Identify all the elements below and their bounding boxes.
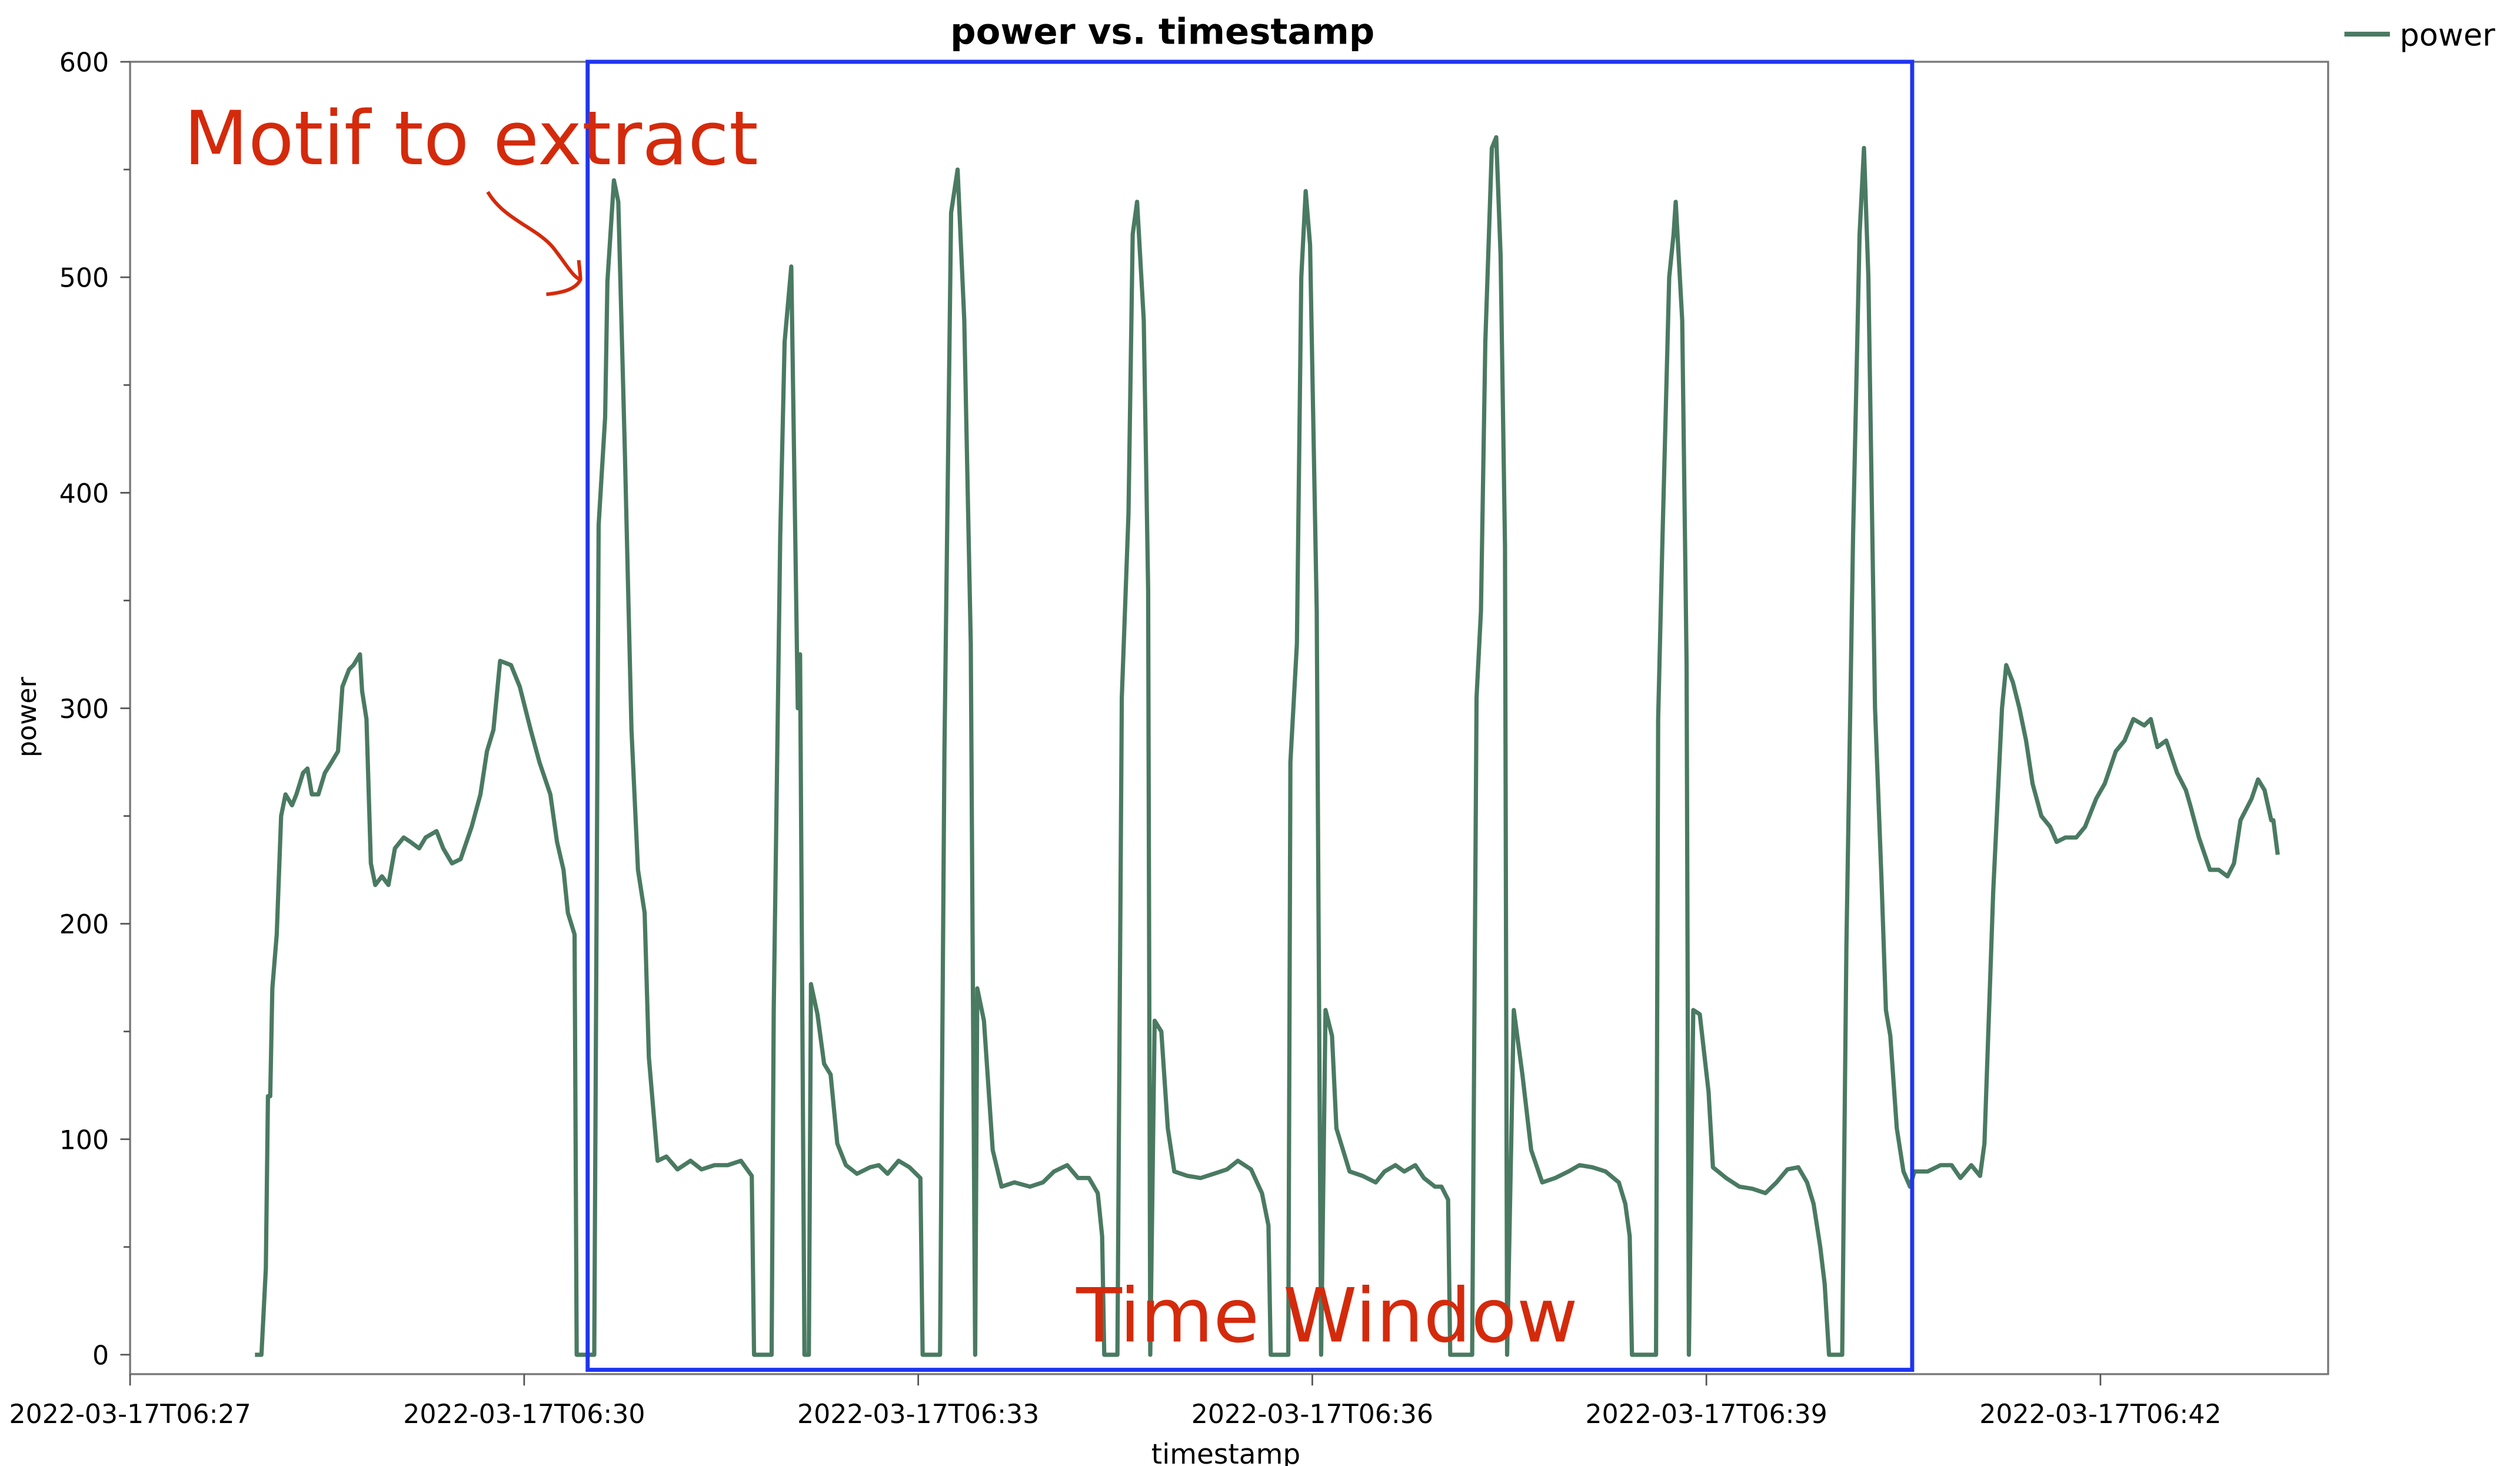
x-tick-label: 2022-03-17T06:36 <box>1191 1399 1433 1430</box>
legend-label-power: power <box>2399 17 2495 53</box>
y-tick-label: 400 <box>59 479 109 509</box>
annotation-time-window: Time Window <box>1076 1272 1578 1359</box>
chart-title: power vs. timestamp <box>950 12 1374 53</box>
y-tick-label: 0 <box>92 1341 109 1371</box>
plot-area-frame <box>129 61 2329 1375</box>
annotation-arrow <box>486 191 582 297</box>
y-tick-label: 500 <box>59 264 109 294</box>
x-tick-label: 2022-03-17T06:27 <box>9 1399 251 1430</box>
x-tick-label: 2022-03-17T06:30 <box>403 1399 645 1430</box>
x-axis-label: timestamp <box>1151 1438 1300 1466</box>
annotation-motif-to-extract: Motif to extract <box>184 95 758 182</box>
x-tick-label: 2022-03-17T06:33 <box>797 1399 1039 1430</box>
x-tick-label: 2022-03-17T06:39 <box>1586 1399 1827 1430</box>
time-window-box <box>585 59 1915 1372</box>
legend: power <box>2344 17 2495 53</box>
y-tick-label: 200 <box>59 910 109 940</box>
series-line-power <box>255 135 2280 1357</box>
y-tick-label: 100 <box>59 1125 109 1155</box>
x-tick-label: 2022-03-17T06:42 <box>1979 1399 2221 1430</box>
y-axis-label: power <box>12 676 42 757</box>
y-axis: 0 100 200 300 400 500 600 <box>59 48 131 1371</box>
y-tick-label: 300 <box>59 694 109 724</box>
y-tick-label: 600 <box>59 48 109 78</box>
x-axis: 2022-03-17T06:27 2022-03-17T06:30 2022-03-… <box>9 1374 2222 1430</box>
